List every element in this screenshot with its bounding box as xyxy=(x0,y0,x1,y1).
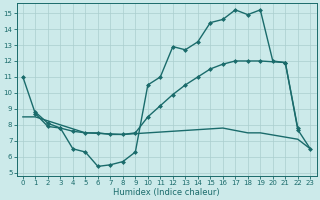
X-axis label: Humidex (Indice chaleur): Humidex (Indice chaleur) xyxy=(113,188,220,197)
